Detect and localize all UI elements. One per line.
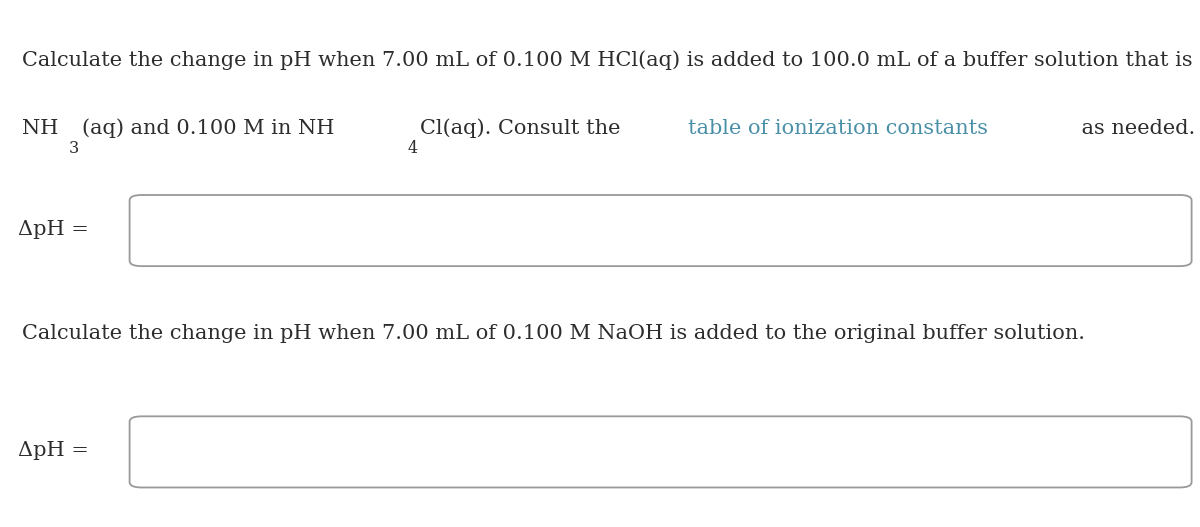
FancyBboxPatch shape [130, 416, 1192, 487]
Text: Cl(aq). Consult the: Cl(aq). Consult the [420, 119, 628, 138]
Text: NH: NH [22, 119, 58, 138]
Text: Calculate the change in pH when 7.00 mL of 0.100 M NaOH is added to the original: Calculate the change in pH when 7.00 mL … [22, 324, 1085, 343]
Text: 3: 3 [68, 140, 79, 157]
Text: Calculate the change in pH when 7.00 mL of 0.100 M HCl(aq) is added to 100.0 mL : Calculate the change in pH when 7.00 mL … [22, 50, 1200, 70]
FancyBboxPatch shape [130, 195, 1192, 266]
Text: table of ionization constants: table of ionization constants [688, 119, 988, 138]
Text: (aq) and 0.100 M in NH: (aq) and 0.100 M in NH [82, 119, 334, 138]
Text: 4: 4 [408, 140, 418, 157]
Text: ΔpH =: ΔpH = [18, 220, 96, 239]
Text: as needed.: as needed. [1075, 119, 1195, 138]
Text: ΔpH =: ΔpH = [18, 441, 96, 460]
